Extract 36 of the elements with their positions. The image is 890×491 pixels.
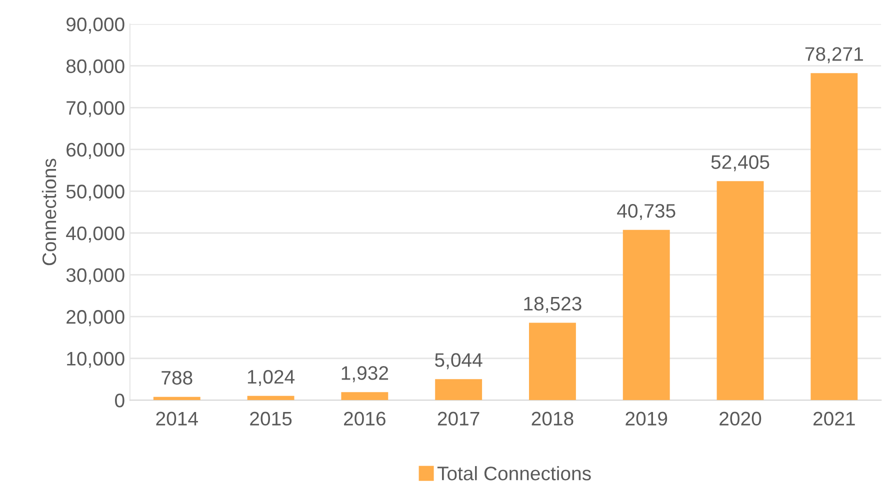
data-label: 18,523 bbox=[524, 296, 582, 313]
x-tick-label: 2014 bbox=[156, 412, 198, 426]
x-tick-label: 2021 bbox=[814, 412, 855, 426]
bar bbox=[716, 181, 764, 400]
bar bbox=[528, 322, 576, 400]
data-label: 78,271 bbox=[805, 47, 863, 64]
y-tick-label: 0 bbox=[115, 394, 124, 408]
y-axis-title: Connections bbox=[42, 158, 56, 266]
bar bbox=[341, 392, 388, 400]
data-label: 40,735 bbox=[617, 204, 676, 220]
data-label: 1,024 bbox=[248, 370, 295, 386]
y-tick-label: 60,000 bbox=[66, 142, 124, 159]
y-tick-label: 80,000 bbox=[66, 59, 124, 76]
y-tick-label: 70,000 bbox=[66, 101, 124, 118]
x-tick-label: 2018 bbox=[532, 412, 574, 426]
y-tick-label: 40,000 bbox=[66, 226, 124, 243]
y-tick-label: 20,000 bbox=[66, 310, 124, 326]
y-tick-label: 10,000 bbox=[67, 352, 124, 368]
bar bbox=[247, 396, 294, 400]
data-label: 5,044 bbox=[435, 353, 482, 370]
x-tick-label: 2019 bbox=[626, 412, 668, 426]
x-tick-label: 2020 bbox=[720, 412, 762, 426]
bar bbox=[153, 396, 200, 400]
y-tick-label: 50,000 bbox=[66, 184, 124, 201]
data-label: 52,405 bbox=[711, 155, 770, 172]
legend-label: Total Connections bbox=[437, 466, 591, 480]
bar bbox=[435, 379, 482, 400]
x-tick-label: 2017 bbox=[438, 412, 480, 426]
bar bbox=[622, 230, 670, 400]
y-tick-label: 90,000 bbox=[66, 18, 124, 34]
x-tick-label: 2016 bbox=[344, 412, 386, 426]
y-tick-label: 30,000 bbox=[66, 268, 124, 284]
bar bbox=[810, 73, 858, 400]
x-tick-label: 2015 bbox=[250, 412, 292, 426]
data-label: 1,932 bbox=[342, 366, 388, 382]
data-label: 788 bbox=[162, 370, 192, 385]
